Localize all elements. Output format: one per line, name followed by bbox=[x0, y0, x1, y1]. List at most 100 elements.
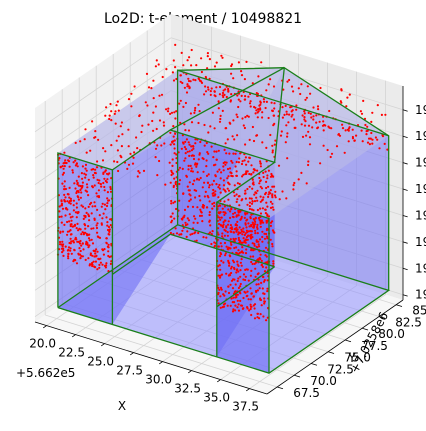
data-point bbox=[70, 219, 73, 222]
data-point bbox=[247, 298, 250, 301]
data-point bbox=[271, 242, 274, 246]
data-point bbox=[132, 156, 135, 159]
data-point bbox=[84, 176, 87, 179]
data-point bbox=[294, 126, 297, 129]
data-point bbox=[96, 231, 99, 234]
data-point bbox=[215, 86, 218, 89]
data-point bbox=[315, 121, 318, 124]
z-tick-mark bbox=[402, 267, 408, 271]
data-point bbox=[79, 196, 82, 199]
data-point bbox=[221, 207, 224, 210]
data-point bbox=[97, 181, 100, 185]
data-point bbox=[267, 83, 270, 86]
data-point bbox=[117, 169, 120, 173]
data-point bbox=[235, 200, 238, 203]
data-point bbox=[234, 152, 237, 155]
data-point bbox=[154, 156, 157, 159]
data-point bbox=[261, 111, 264, 114]
data-point bbox=[295, 108, 298, 111]
data-point bbox=[239, 210, 242, 213]
data-point bbox=[175, 232, 179, 235]
data-point bbox=[184, 148, 188, 151]
data-point bbox=[213, 241, 216, 244]
data-point bbox=[300, 123, 303, 126]
data-point bbox=[257, 108, 260, 111]
data-point bbox=[269, 238, 272, 241]
data-point bbox=[188, 150, 191, 153]
data-point bbox=[182, 216, 185, 219]
z-tick-mark bbox=[402, 135, 408, 139]
data-point bbox=[266, 177, 269, 180]
data-point bbox=[91, 205, 94, 208]
data-point bbox=[219, 114, 222, 117]
data-point bbox=[67, 255, 70, 258]
data-point bbox=[222, 165, 225, 168]
data-point bbox=[243, 78, 246, 81]
data-point bbox=[316, 127, 319, 130]
data-point bbox=[172, 59, 175, 62]
data-point bbox=[171, 164, 174, 167]
data-point bbox=[58, 157, 61, 160]
data-point bbox=[96, 208, 99, 211]
data-point bbox=[77, 198, 80, 201]
data-point bbox=[165, 108, 168, 111]
data-point bbox=[303, 124, 307, 127]
data-point bbox=[235, 160, 238, 164]
data-point bbox=[200, 211, 203, 214]
data-point bbox=[244, 275, 247, 278]
data-point bbox=[236, 306, 239, 309]
data-point bbox=[120, 121, 123, 124]
data-point bbox=[256, 232, 259, 235]
data-point bbox=[100, 205, 103, 208]
data-point bbox=[295, 104, 298, 107]
data-point bbox=[158, 159, 161, 163]
data-point bbox=[70, 240, 73, 243]
data-point bbox=[263, 100, 266, 103]
data-point bbox=[78, 227, 81, 230]
data-point bbox=[208, 200, 211, 203]
data-point bbox=[247, 234, 250, 237]
data-point bbox=[89, 149, 92, 152]
data-point bbox=[119, 154, 122, 157]
data-point bbox=[222, 305, 226, 308]
y-axis-line bbox=[266, 299, 404, 395]
data-point bbox=[246, 306, 249, 309]
data-point bbox=[240, 264, 243, 267]
y-axis-label: Y bbox=[347, 351, 356, 365]
data-point bbox=[258, 104, 261, 107]
data-point bbox=[217, 222, 221, 226]
data-point bbox=[223, 213, 226, 216]
data-point bbox=[104, 114, 107, 117]
data-point bbox=[193, 111, 196, 114]
data-point bbox=[210, 145, 213, 148]
data-point bbox=[271, 109, 274, 112]
data-point bbox=[271, 202, 274, 205]
data-point bbox=[217, 100, 220, 103]
data-point bbox=[91, 120, 94, 123]
data-point bbox=[254, 216, 257, 219]
data-point bbox=[219, 211, 222, 214]
data-point bbox=[322, 129, 325, 132]
data-point bbox=[66, 233, 69, 236]
data-point bbox=[269, 200, 272, 203]
data-point bbox=[246, 114, 249, 117]
data-point bbox=[103, 177, 106, 180]
data-point bbox=[79, 249, 82, 253]
data-point bbox=[190, 149, 193, 152]
data-point bbox=[69, 249, 72, 252]
data-point bbox=[92, 176, 95, 179]
data-point bbox=[365, 130, 368, 133]
data-point bbox=[265, 255, 268, 258]
data-point bbox=[172, 135, 175, 138]
data-point bbox=[211, 111, 214, 114]
data-point bbox=[386, 148, 389, 151]
data-point bbox=[246, 187, 249, 191]
data-point bbox=[206, 181, 210, 184]
data-point bbox=[221, 235, 224, 238]
data-point bbox=[217, 291, 220, 294]
data-point bbox=[265, 100, 268, 103]
y-tick-label: 70.0 bbox=[310, 374, 337, 388]
data-point bbox=[219, 268, 222, 271]
data-point bbox=[351, 128, 354, 131]
roof-left-face bbox=[57, 67, 285, 170]
